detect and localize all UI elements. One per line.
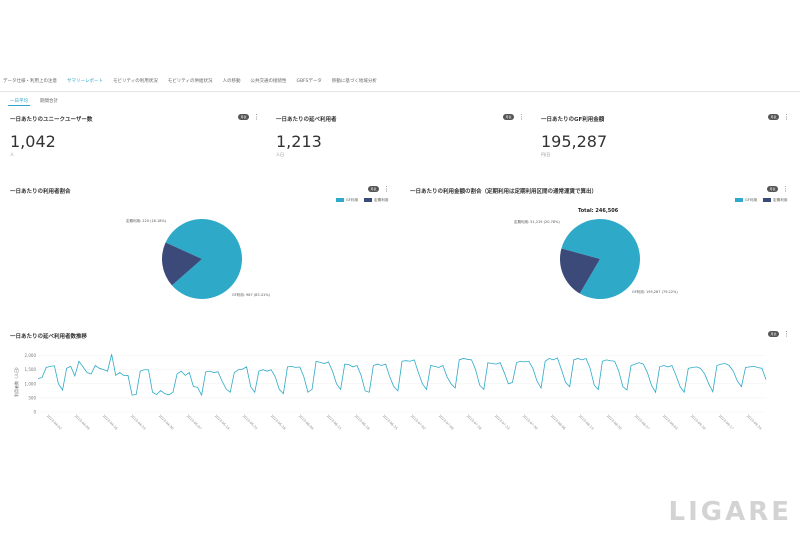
x-tick-label: 2023-07-09 [438,414,455,431]
tab-gbfs-data[interactable]: GBFSデータ [296,79,322,84]
y-tick-label: 2,000 [25,353,37,358]
legend-item-gf[interactable]: GF利用 [336,198,358,203]
more-menu-icon[interactable]: ⋮ [253,113,260,121]
kpi-title: 一日あたりのGF利用金額 [541,117,605,123]
tab-regional-analysis[interactable]: 移動に基づく地域分析 [331,79,377,84]
dashboard: データ仕様・利用上の注意 サマリーレポート モビリティの利用状況 モビリティの供… [0,70,800,456]
y-axis-label: 利用者数（人日） [13,365,19,397]
x-tick-label: 2023-08-27 [634,414,651,431]
x-tick-label: 2023-06-11 [326,414,343,431]
more-menu-icon[interactable]: ⋮ [518,113,525,121]
tab-mobility-usage[interactable]: モビリティの利用状況 [113,79,158,84]
kpi-title: 一日あたりのユニークユーザー数 [10,117,93,123]
x-tick-label: 2023-08-06 [550,414,567,431]
x-tick-label: 2023-06-18 [354,414,371,431]
kpi-card-total-users: 一日あたりの延べ利用者 月表 ⋮ 1,213 人日 [276,113,526,165]
x-tick-label: 2023-05-28 [270,414,287,431]
y-tick-label: 1,000 [25,381,37,386]
pie-slice-gf[interactable] [165,219,242,299]
x-tick-label: 2023-05-14 [214,414,231,431]
x-tick-label: 2023-08-20 [606,414,623,431]
pie-chart-users [162,219,242,299]
tab-people-movement[interactable]: 人の移動 [222,79,241,84]
pie-card-user-ratio: 一日あたりの利用者割合 月表 ⋮ GF利用 定期利用 定期利用: 220 (18… [10,185,390,307]
tabs-divider [0,91,800,92]
pie-label-gf: GF利用: 987 (83.41%) [232,293,270,297]
legend-item-gf[interactable]: GF利用 [735,198,757,203]
subtab-period-total[interactable]: 期間合計 [40,99,58,104]
chart-legend: GF利用 定期利用 [735,198,787,203]
x-tick-label: 2023-08-13 [578,414,595,431]
period-badge[interactable]: 月表 [768,114,779,120]
more-menu-icon[interactable]: ⋮ [782,185,789,193]
pie-label-commuter: 定期利用: 51,219 (20.78%) [514,220,560,224]
period-badge[interactable]: 月表 [768,331,779,337]
y-tick-label: 500 [28,395,36,400]
period-badge[interactable]: 月表 [368,186,379,192]
period-badge[interactable]: 月表 [238,114,249,120]
kpi-card-unique-users: 一日あたりのユニークユーザー数 月表 ⋮ 1,042 人 [10,113,260,165]
subtab-daily-average[interactable]: 一日平均 [8,99,30,106]
series-line-users [37,354,767,397]
x-tick-label: 2023-07-02 [410,414,427,431]
ligare-logo: LIGARE [668,497,792,527]
pie-total: Total: 246,506 [578,208,619,214]
pie-chart-amount [560,219,640,299]
more-menu-icon[interactable]: ⋮ [783,113,790,121]
kpi-card-gf-amount: 一日あたりのGF利用金額 月表 ⋮ 195,287 円/日 [541,113,791,165]
sub-tabs: 一日平均 期間合計 [8,97,60,106]
line-card-daily-users: 一日あたりの延べ利用者数推移 月表 ⋮ 利用者数（人日） 2,000 1,500 1,… [10,330,790,456]
main-tabs: データ仕様・利用上の注意 サマリーレポート モビリティの利用状況 モビリティの供… [0,76,377,92]
pie-slice-commuter[interactable] [162,242,202,286]
x-tick-label: 2023-06-04 [298,414,315,431]
x-tick-label: 2023-04-23 [130,414,147,431]
tab-data-spec[interactable]: データ仕様・利用上の注意 [3,79,57,84]
kpi-unit: 円/日 [541,152,551,157]
y-tick-label: 1,500 [25,367,37,372]
pie-slice-commuter[interactable] [560,248,600,294]
x-tick-label: 2023-07-23 [494,414,511,431]
x-tick-label: 2023-06-25 [382,414,399,431]
x-tick-label: 2023-04-16 [102,414,119,431]
chart-title: 一日あたりの利用者割合 [10,189,71,195]
legend-item-commuter[interactable]: 定期利用 [763,198,787,203]
pie-slice-gf[interactable] [561,219,640,299]
chart-title: 一日あたりの延べ利用者数推移 [10,334,88,340]
pie-label-gf: GF利用: 195,287 (79.22%) [632,290,678,294]
more-menu-icon[interactable]: ⋮ [783,330,790,338]
chart-legend: GF利用 定期利用 [336,198,388,203]
kpi-value: 1,042 [10,132,56,151]
pie-label-commuter: 定期利用: 220 (18.18%) [126,219,167,223]
x-tick-label: 2023-05-21 [242,414,259,431]
chart-title: 一日あたりの利用金額の割合（定期利用は定期利用区間の通常運賃で算出） [410,189,598,195]
kpi-unit: 人 [10,152,14,157]
kpi-value: 195,287 [541,132,608,151]
legend-item-commuter[interactable]: 定期利用 [364,198,388,203]
line-chart-svg: 利用者数（人日） 2,000 1,500 1,000 500 0 2023-04-02 202… [13,353,767,431]
tab-transit-connectivity[interactable]: 公共交通の接続性 [250,79,287,84]
x-tick-label: 2023-07-16 [466,414,483,431]
period-badge[interactable]: 月表 [767,186,778,192]
x-tick-label: 2023-09-17 [718,414,735,431]
pie-card-amount-ratio: 一日あたりの利用金額の割合（定期利用は定期利用区間の通常運賃で算出） 月表 ⋮ … [410,185,790,307]
x-tick-label: 2023-04-09 [74,414,91,431]
x-tick-label: 2023-05-07 [186,414,203,431]
tab-summary-report[interactable]: サマリーレポート [67,76,103,92]
x-tick-label: 2023-09-10 [690,414,707,431]
more-menu-icon[interactable]: ⋮ [383,185,390,193]
period-badge[interactable]: 月表 [503,114,514,120]
kpi-title: 一日あたりの延べ利用者 [276,117,337,123]
x-tick-label: 2023-07-30 [522,414,539,431]
kpi-value: 1,213 [276,132,322,151]
x-tick-label: 2023-09-03 [662,414,679,431]
kpi-unit: 人日 [276,152,284,157]
tab-mobility-supply[interactable]: モビリティの供給状況 [167,79,213,84]
y-tick-label: 0 [33,410,36,415]
x-tick-label: 2023-09-24 [746,414,763,431]
x-tick-label: 2023-04-30 [158,414,175,431]
x-tick-label: 2023-04-02 [46,414,63,431]
